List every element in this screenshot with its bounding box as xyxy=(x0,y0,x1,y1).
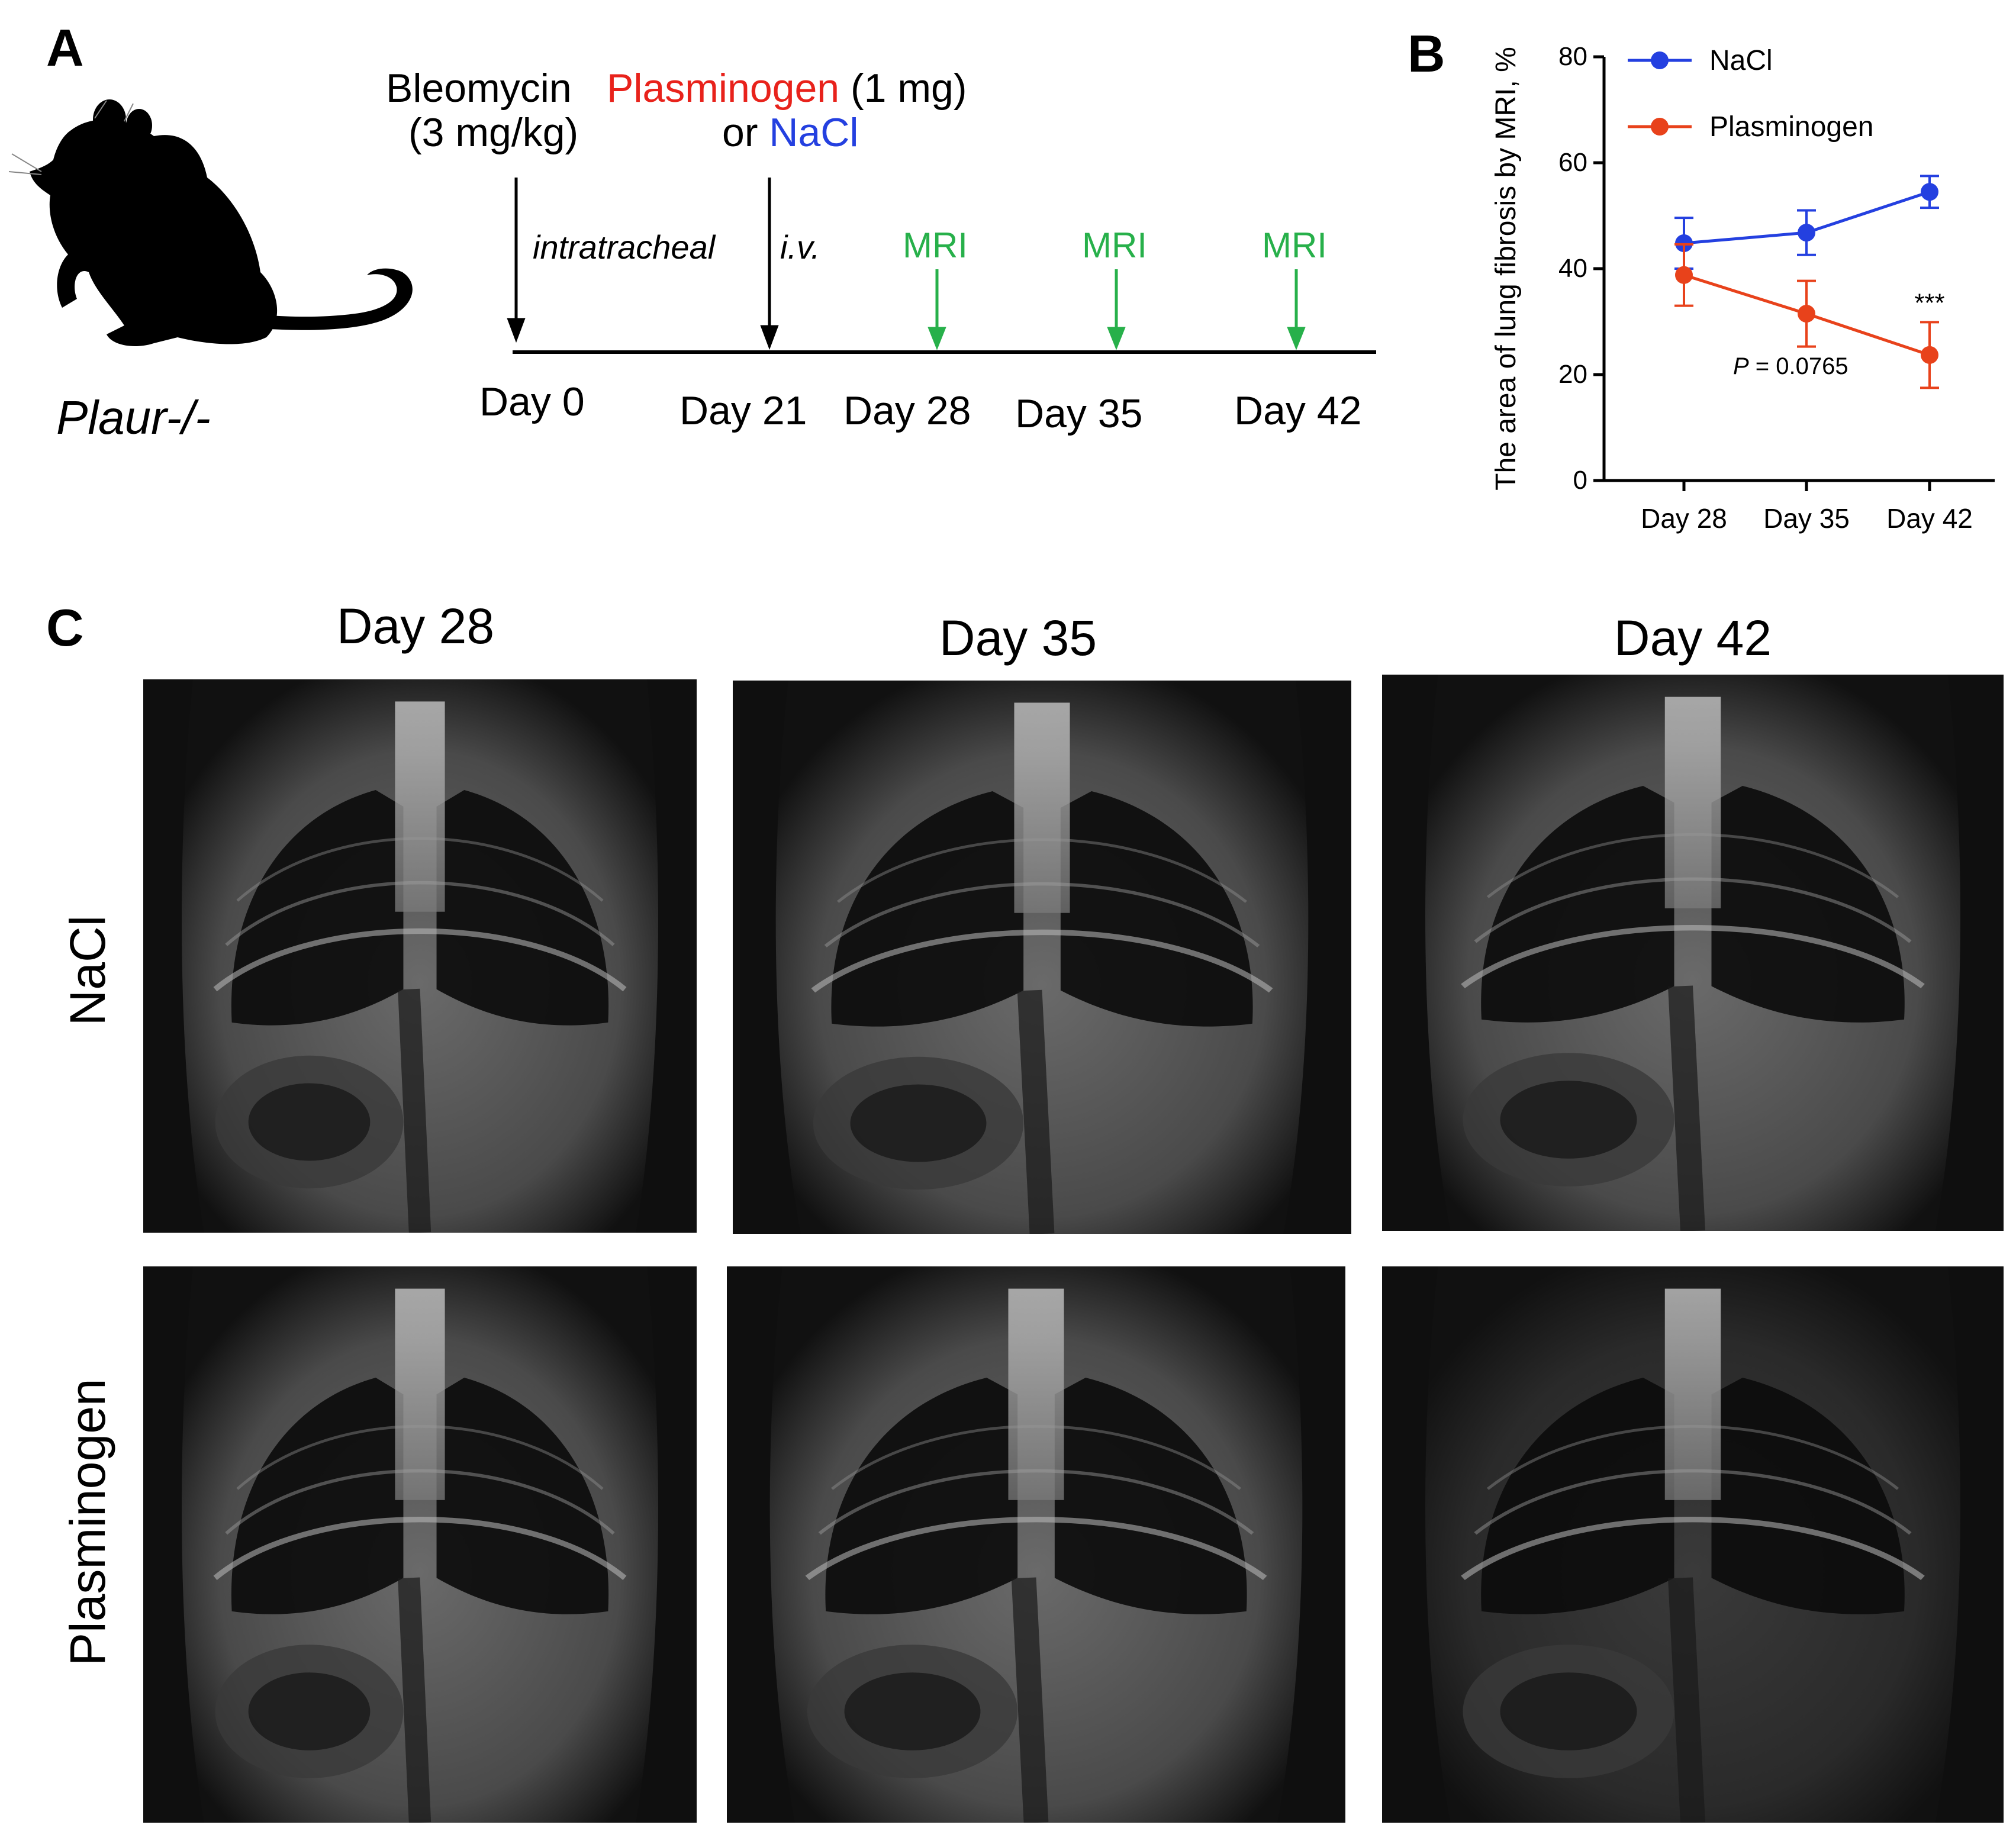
data-point-plasminogen xyxy=(1675,266,1693,284)
day-label-0: Day 0 xyxy=(479,379,585,424)
y-tick-label: 60 xyxy=(1558,148,1587,177)
route-iv: i.v. xyxy=(780,228,820,266)
y-axis-label: The area of lung fibrosis by MRI, % xyxy=(1490,47,1522,491)
day-label-42: Day 42 xyxy=(1234,388,1362,433)
mri-plasminogen-day28 xyxy=(143,1266,697,1823)
or-word: or xyxy=(722,110,758,155)
plasminogen-dose-label: Plasminogen (1 mg) xyxy=(607,65,967,111)
panel-b-letter: B xyxy=(1408,24,1445,83)
mri-label-2: MRI xyxy=(1082,225,1147,265)
mri-nacl-day28 xyxy=(143,679,697,1233)
significance-stars: *** xyxy=(1914,288,1944,317)
injection-arrows xyxy=(507,178,779,350)
data-point-nacl xyxy=(1798,224,1815,242)
route-intratracheal: intratracheal xyxy=(533,228,716,266)
panel-a-letter: A xyxy=(46,18,84,77)
nacl-word: NaCl xyxy=(769,110,859,155)
data-point-plasminogen xyxy=(1921,346,1938,364)
mri-nacl-day35 xyxy=(733,681,1351,1234)
plasminogen-dose: (1 mg) xyxy=(851,66,967,111)
bleomycin-dose: (3 mg/kg) xyxy=(408,110,579,155)
mri-plasminogen-day35 xyxy=(727,1266,1345,1823)
legend-label: NaCl xyxy=(1709,45,1773,76)
legend-marker xyxy=(1651,118,1669,136)
panel-c-letter: C xyxy=(46,598,84,657)
timeline-diagram xyxy=(474,172,1397,367)
y-tick-label: 0 xyxy=(1573,466,1587,495)
column-title-day42: Day 42 xyxy=(1614,610,1772,666)
p-value-annotation: P = 0.0765 xyxy=(1733,353,1848,379)
x-tick-label: Day 28 xyxy=(1641,503,1727,534)
day-label-28: Day 28 xyxy=(843,388,971,433)
mouse-genotype-label: Plaur-/- xyxy=(56,391,211,444)
y-tick-label: 40 xyxy=(1558,254,1587,283)
day-label-21: Day 21 xyxy=(679,388,807,433)
mouse-silhouette-icon xyxy=(6,95,426,355)
day-label-35: Day 35 xyxy=(1015,391,1143,436)
mri-label-1: MRI xyxy=(903,225,968,265)
y-tick-label: 80 xyxy=(1558,42,1587,71)
plasminogen-word: Plasminogen xyxy=(607,66,840,111)
legend-label: Plasminogen xyxy=(1709,111,1874,143)
row-label-plasminogen: Plasminogen xyxy=(60,1378,115,1666)
data-point-nacl xyxy=(1921,183,1938,201)
mri-arrows xyxy=(928,269,1306,350)
x-tick-label: Day 42 xyxy=(1886,503,1973,534)
bleomycin-label: Bleomycin xyxy=(386,66,572,111)
mri-plasminogen-day42 xyxy=(1382,1266,2004,1823)
mri-label-3: MRI xyxy=(1262,225,1327,265)
data-point-plasminogen xyxy=(1798,305,1815,323)
column-title-day35: Day 35 xyxy=(939,610,1097,666)
y-tick-label: 20 xyxy=(1558,360,1587,389)
x-tick-label: Day 35 xyxy=(1763,503,1850,534)
or-nacl-label: or NaCl xyxy=(722,109,859,156)
column-title-day28: Day 28 xyxy=(336,598,495,654)
fibrosis-chart: 0 20 40 60 80 Day 28 Day 35 Day 42 The area of l… xyxy=(1468,24,2001,556)
legend-marker xyxy=(1651,51,1669,69)
mri-nacl-day42 xyxy=(1382,675,2004,1231)
row-label-nacl: NaCl xyxy=(60,915,115,1026)
